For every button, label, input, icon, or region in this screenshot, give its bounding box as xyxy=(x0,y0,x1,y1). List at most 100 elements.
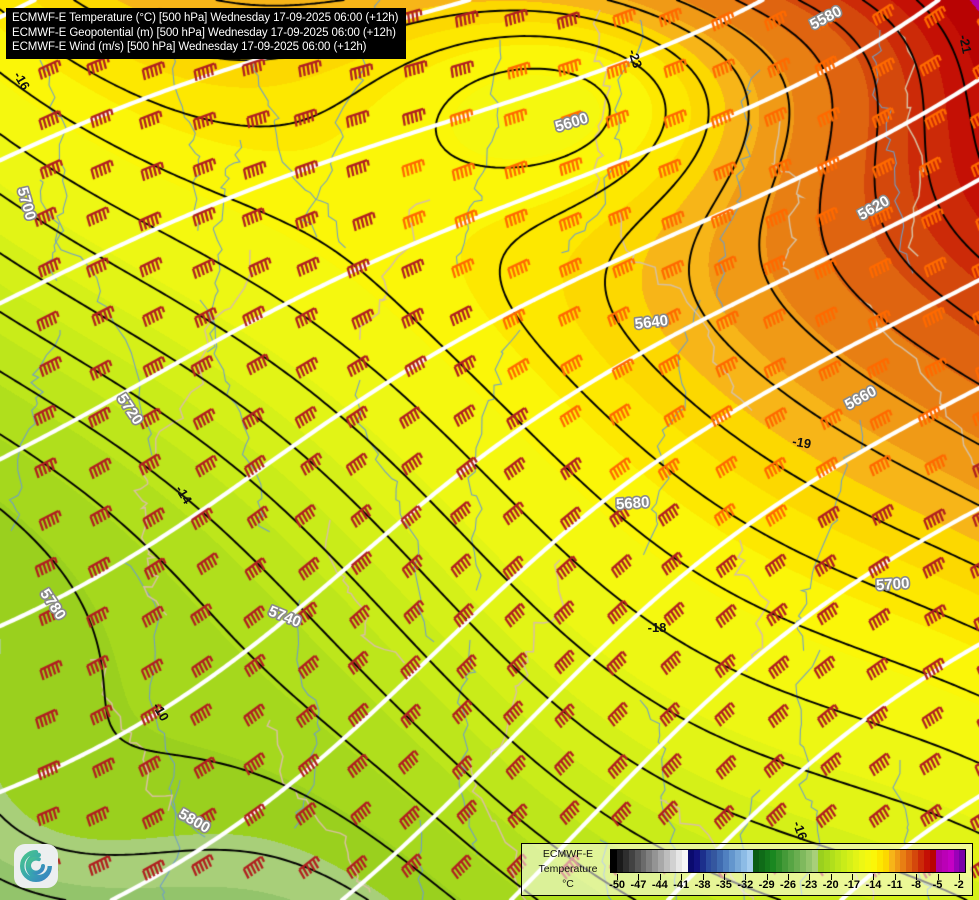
colorbar-tick-label: -47 xyxy=(630,879,647,891)
map-title-panel: ECMWF-E Temperature (°C) [500 hPa] Wedne… xyxy=(6,8,407,60)
colorbar-swatch xyxy=(746,850,753,872)
colorbar-tick xyxy=(958,874,960,880)
colorbar-swatch xyxy=(906,850,913,872)
svg-text:5700: 5700 xyxy=(875,575,909,594)
svg-text:5660: 5660 xyxy=(842,383,879,414)
colorbar-tick xyxy=(702,874,704,880)
colorbar-tick-label: -44 xyxy=(651,879,668,891)
colorbar-tick xyxy=(830,874,832,880)
colorbar-swatch xyxy=(788,850,795,872)
colorbar-swatch xyxy=(735,850,741,872)
temperature-contour-label: -16 xyxy=(790,819,811,842)
colorbar-swatch xyxy=(740,850,747,872)
colorbar-tick-label: -14 xyxy=(865,879,882,891)
colorbar-swatch xyxy=(699,850,706,872)
colorbar-swatch xyxy=(770,850,777,872)
colorbar-swatch xyxy=(705,850,712,872)
svg-text:5580: 5580 xyxy=(807,3,844,34)
spiral-logo[interactable] xyxy=(14,844,58,888)
colorbar-ticks xyxy=(610,874,966,880)
svg-text:-14: -14 xyxy=(172,483,195,508)
colorbar-tick-label: -20 xyxy=(822,879,839,891)
colorbar-swatch xyxy=(935,850,942,872)
svg-text:5680: 5680 xyxy=(615,494,649,513)
colorbar-swatch xyxy=(811,850,818,872)
colorbar-swatch xyxy=(912,850,919,872)
colorbar-tick-label: -50 xyxy=(609,879,626,891)
spiral-logo-icon xyxy=(20,850,52,882)
svg-text:5640: 5640 xyxy=(634,312,669,333)
colorbar-tick-label: -38 xyxy=(694,879,711,891)
colorbar-swatch xyxy=(900,850,907,872)
colorbar-swatch xyxy=(664,850,671,872)
colorbar-swatch xyxy=(817,850,824,872)
legend-units-label: °C xyxy=(562,878,574,891)
colorbar-swatch xyxy=(687,850,694,872)
svg-text:-10: -10 xyxy=(150,700,172,724)
colorbar-swatch xyxy=(947,850,954,872)
colorbar-swatch xyxy=(876,850,883,872)
colorbar-swatch xyxy=(805,850,812,872)
colorbar-swatch xyxy=(929,850,936,872)
colorbar-swatch xyxy=(670,850,676,872)
temperature-contour-label: -10 xyxy=(150,700,172,724)
colorbar-tick xyxy=(788,874,789,880)
colorbar-swatch xyxy=(723,850,730,872)
colorbar-tick xyxy=(916,874,918,880)
temperature-contour-label: -21 xyxy=(956,33,975,55)
colorbar-swatch xyxy=(888,850,895,872)
colorbar-swatch xyxy=(693,850,700,872)
colorbar-tick xyxy=(659,874,661,880)
legend-variable-label: Temperature xyxy=(538,863,598,876)
svg-text:5600: 5600 xyxy=(553,110,590,136)
colorbar-swatch xyxy=(711,850,718,872)
colorbar-swatch xyxy=(628,850,635,872)
svg-text:-23: -23 xyxy=(625,47,645,70)
svg-text:5620: 5620 xyxy=(855,192,892,223)
colorbar xyxy=(610,849,966,873)
temperature-legend: ECMWF-E Temperature °C -50 -47 -44 -41 -38 -3… xyxy=(521,843,973,896)
colorbar-swatch xyxy=(675,850,682,872)
temperature-contour-label: -19 xyxy=(791,434,812,452)
colorbar-swatch xyxy=(894,850,901,872)
colorbar-tick xyxy=(937,874,939,880)
colorbar-swatch xyxy=(622,850,629,872)
colorbar-tick-label: -17 xyxy=(844,879,861,891)
title-line-temperature: ECMWF-E Temperature (°C) [500 hPa] Wedne… xyxy=(12,12,399,24)
svg-text:5700: 5700 xyxy=(14,185,40,222)
colorbar-tick xyxy=(766,874,768,880)
colorbar-swatch xyxy=(847,850,854,872)
legend-model-label: ECMWF-E xyxy=(542,848,594,860)
temperature-contour-label: -23 xyxy=(625,47,645,70)
colorbar-swatch xyxy=(681,850,688,872)
legend-title: ECMWF-E Temperature °C xyxy=(528,847,608,893)
colorbar-swatch xyxy=(864,850,871,872)
colorbar-swatch xyxy=(841,850,848,872)
colorbar-swatch xyxy=(758,850,765,872)
colorbar-swatch xyxy=(634,850,641,872)
svg-text:-16: -16 xyxy=(790,819,811,842)
colorbar-tick-label: -2 xyxy=(953,879,964,891)
colorbar-tick xyxy=(873,874,875,880)
colorbar-swatch xyxy=(611,850,617,872)
colorbar-swatch xyxy=(823,850,830,872)
colorbar-tick xyxy=(638,874,640,880)
svg-text:5780: 5780 xyxy=(36,586,69,623)
colorbar-swatch xyxy=(764,850,771,872)
colorbar-tick-label: -8 xyxy=(911,879,922,891)
colorbar-tick xyxy=(745,874,747,880)
